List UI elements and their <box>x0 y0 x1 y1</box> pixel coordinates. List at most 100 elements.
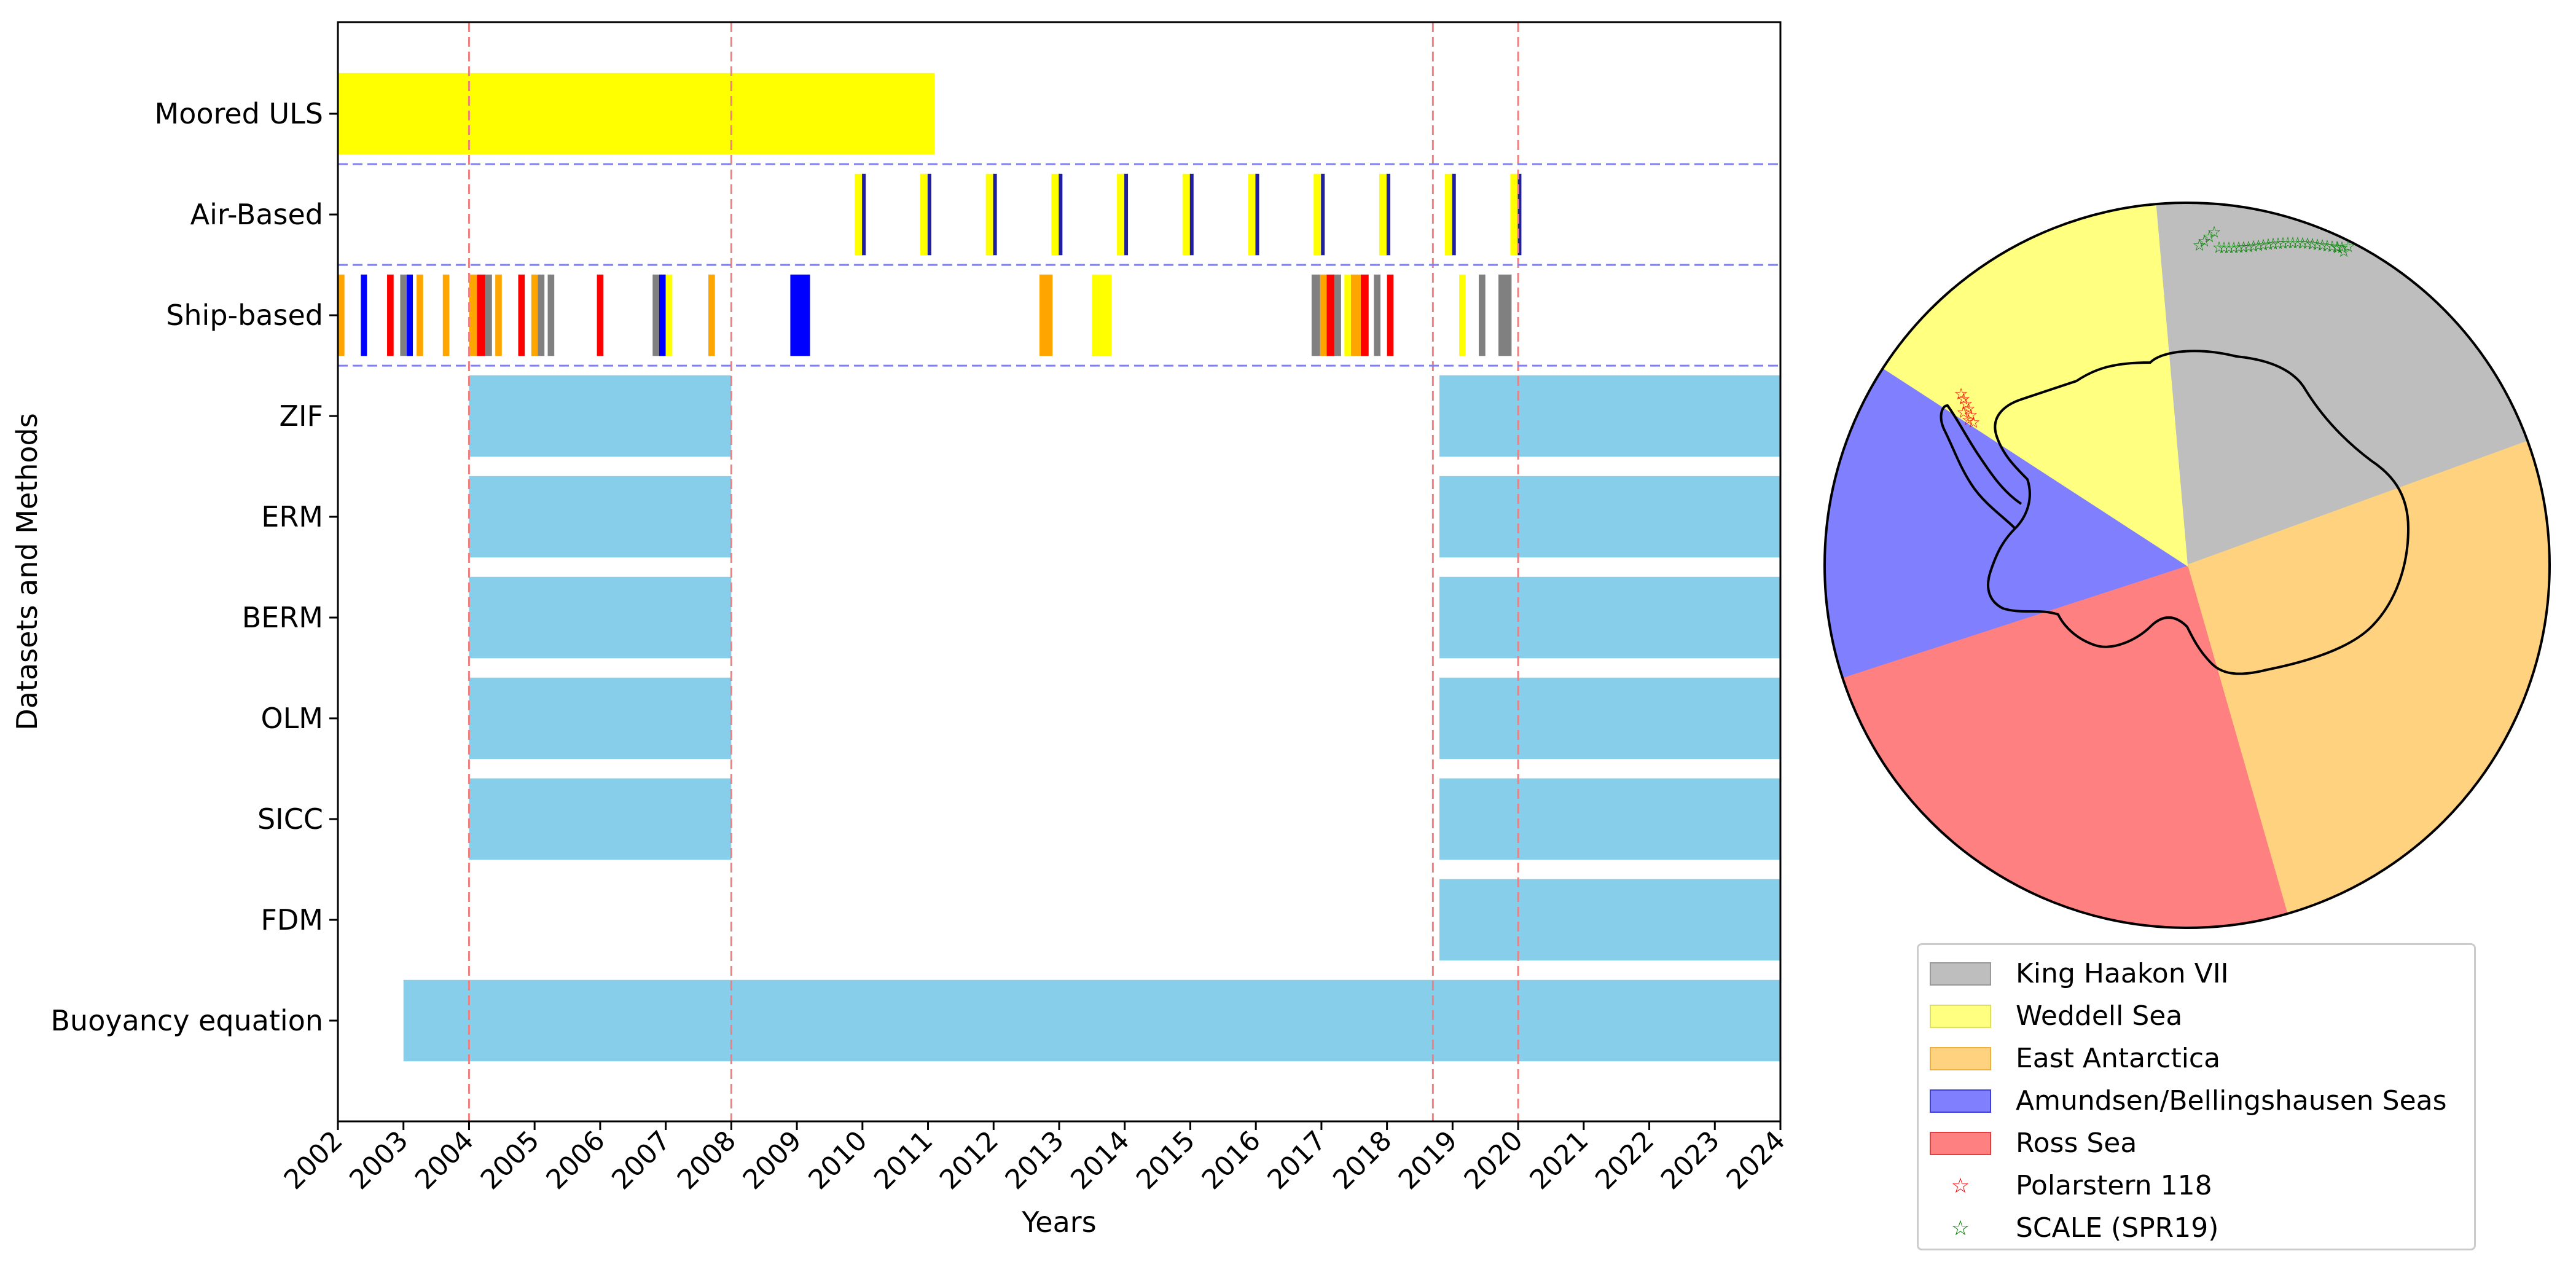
method-bar <box>1439 879 1780 961</box>
ship-based-bar <box>518 274 525 356</box>
polarstern-star-marker: ☆ <box>1963 406 1978 425</box>
ship-based-bar <box>1311 274 1320 356</box>
method-bar <box>1439 778 1780 860</box>
scale-star-marker: ☆ <box>2266 235 2280 254</box>
x-tick-label: 2002 <box>278 1125 349 1196</box>
row-separator-lines <box>338 163 1780 367</box>
scale-star-marker: ☆ <box>2300 235 2314 253</box>
method-bar <box>1439 375 1780 457</box>
ship-based-bar <box>407 274 413 356</box>
ship-based-bar <box>1334 274 1341 356</box>
scale-star-marker: ☆ <box>2246 238 2260 256</box>
air-based-bar <box>920 173 929 256</box>
scale-star-marker: ☆ <box>2226 239 2241 257</box>
x-tick-label: 2021 <box>1524 1125 1594 1196</box>
method-bar <box>469 778 732 860</box>
legend-item-polarstern: ☆ Polarstern 118 <box>1930 1164 2463 1207</box>
legend-item-east-antarctica: East Antarctica <box>1930 1037 2463 1080</box>
ship-based-bar <box>387 274 394 356</box>
ship-based-bar <box>790 274 810 356</box>
ship-based-bar <box>547 274 555 356</box>
y-tick-label: OLM <box>260 702 323 735</box>
x-tick-label: 2005 <box>475 1125 546 1196</box>
ship-based-bar <box>477 274 486 356</box>
legend-label: Ross Sea <box>2016 1128 2137 1159</box>
scale-star-marker: ☆ <box>2280 234 2295 253</box>
legend-item-scale: ☆ SCALE (SPR19) <box>1930 1207 2463 1249</box>
air-based-bar <box>1444 173 1454 256</box>
method-bar <box>469 677 732 759</box>
y-tick-label: ERM <box>261 500 323 533</box>
ship-based-bar <box>1479 274 1486 356</box>
star-marker-icon: ☆ <box>1951 1173 1970 1198</box>
moored-uls-bar <box>338 73 935 155</box>
x-tick-label: 2012 <box>934 1125 1004 1196</box>
scale-star-marker: ☆ <box>2295 235 2309 253</box>
legend-label: King Haakon VII <box>2016 958 2229 989</box>
star-marker-icon: ☆ <box>1951 1215 1970 1241</box>
ship-based-bar <box>400 274 407 356</box>
ship-based-bar <box>1320 274 1327 356</box>
x-tick-label: 2015 <box>1130 1125 1201 1196</box>
scale-star-marker: ☆ <box>2256 237 2270 255</box>
y-tick-label: Air-Based <box>190 198 323 231</box>
scale-star-marker: ☆ <box>2231 239 2245 257</box>
x-tick-label: 2016 <box>1196 1125 1267 1196</box>
x-tick-label: 2022 <box>1589 1125 1660 1196</box>
scale-star-marker: ☆ <box>2285 234 2300 253</box>
air-based-bar <box>1313 173 1323 256</box>
y-tick-label: ZIF <box>279 399 323 433</box>
air-based-bar <box>1182 173 1191 256</box>
y-axis-label: Datasets and Methods <box>10 413 44 730</box>
ship-based-bar <box>652 274 659 356</box>
x-tick-label: 2020 <box>1458 1125 1529 1196</box>
scale-star-marker: ☆ <box>2330 238 2344 257</box>
air-based-bar-edge <box>993 173 997 256</box>
method-bar <box>403 979 1780 1062</box>
x-axis-label: Years <box>1021 1206 1096 1239</box>
ship-based-bar <box>1350 274 1361 356</box>
polarstern-star-marker: ☆ <box>1956 390 1970 409</box>
ship-based-bar <box>708 274 715 356</box>
ship-based-bar <box>442 274 450 356</box>
scale-spr19-track: ☆☆☆☆☆☆☆☆☆☆☆☆☆☆☆☆☆☆☆☆☆☆☆☆☆☆☆☆☆☆☆☆☆ <box>2192 224 2355 261</box>
ship-based-bar <box>338 274 345 356</box>
antarctic-peninsula <box>1940 404 2022 530</box>
polarstern-star-marker: ☆ <box>1954 385 1968 404</box>
legend-label: Weddell Sea <box>2016 1000 2183 1032</box>
ship-based-bar <box>1344 274 1351 356</box>
air-based-bar-edge <box>927 173 931 256</box>
air-based-bar-edge <box>862 173 866 256</box>
legend-label: SCALE (SPR19) <box>2016 1212 2219 1244</box>
scale-star-marker: ☆ <box>2222 239 2236 257</box>
polarstern-star-marker: ☆ <box>1961 400 1975 418</box>
scale-star-marker: ☆ <box>2271 235 2285 253</box>
ship-based-bar <box>1387 274 1394 356</box>
scale-star-marker: ☆ <box>2320 237 2334 256</box>
y-tick-label: FDM <box>260 903 323 936</box>
scale-star-marker: ☆ <box>2251 237 2265 256</box>
scale-star-marker: ☆ <box>2315 237 2329 255</box>
air-based-bar-edge <box>1255 173 1259 256</box>
ship-based-bar <box>665 274 673 356</box>
legend-swatch-weddell-sea <box>1930 1004 1991 1028</box>
scale-star-marker: ☆ <box>2241 238 2255 256</box>
x-tick-label: 2004 <box>409 1125 480 1196</box>
x-tick-label: 2013 <box>1000 1125 1070 1196</box>
legend-label: East Antarctica <box>2016 1043 2221 1074</box>
scale-star-marker: ☆ <box>2212 238 2226 257</box>
map-legend: King Haakon VII Weddell Sea East Antarct… <box>1917 943 2476 1250</box>
air-based-bar <box>1051 173 1060 256</box>
air-based-bar-edge <box>1452 173 1456 256</box>
legend-swatch-king-haakon <box>1930 962 1991 986</box>
air-based-bar <box>855 173 864 256</box>
legend-item-weddell-sea: Weddell Sea <box>1930 995 2463 1037</box>
ship-based-bar <box>1326 274 1335 356</box>
scale-star-marker: ☆ <box>2330 239 2344 257</box>
legend-label: Amundsen/Bellingshausen Seas <box>2016 1085 2447 1116</box>
y-tick-label: SICC <box>257 802 323 836</box>
ship-based-bar <box>485 274 492 356</box>
air-based-bar <box>1117 173 1126 256</box>
method-bar <box>1439 576 1780 659</box>
air-based-bar-edge <box>1059 173 1063 256</box>
